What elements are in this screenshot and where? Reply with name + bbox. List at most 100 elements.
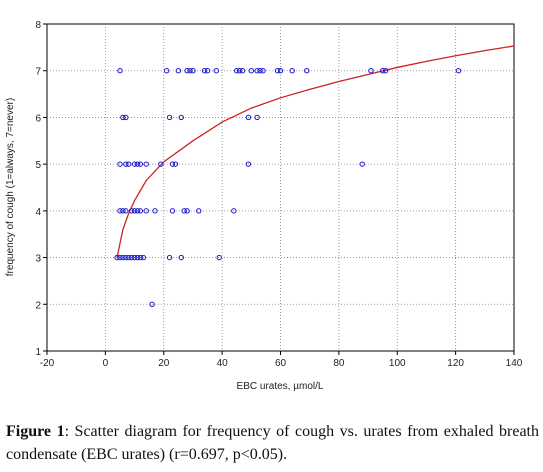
data-point <box>254 114 260 121</box>
data-point <box>368 68 374 74</box>
y-tick-label: 5 <box>35 160 41 171</box>
data-point <box>181 208 187 214</box>
data-point <box>239 68 246 74</box>
x-tick-label: 80 <box>333 358 345 369</box>
data-point <box>277 68 284 74</box>
data-point <box>158 161 164 167</box>
data-point <box>455 68 462 74</box>
data-point <box>117 68 123 74</box>
data-point <box>175 68 182 74</box>
data-point <box>143 208 149 214</box>
data-point <box>382 68 389 74</box>
data-point <box>123 208 129 214</box>
caption-text: : Scatter diagram for frequency of cough… <box>6 423 539 463</box>
data-point <box>120 208 126 214</box>
x-axis-title: EBC urates, µmol/L <box>237 381 324 392</box>
data-point <box>379 68 386 74</box>
data-point <box>137 208 144 214</box>
x-tick-label: 60 <box>275 358 287 369</box>
data-point <box>274 68 281 74</box>
data-point <box>248 68 255 74</box>
data-point <box>166 114 173 121</box>
data-point <box>254 68 260 74</box>
data-point <box>184 208 190 214</box>
data-point <box>184 68 190 74</box>
y-tick-label: 4 <box>35 207 41 218</box>
data-point <box>152 208 158 214</box>
data-point <box>201 68 208 74</box>
data-point <box>149 301 155 307</box>
data-point <box>163 68 170 74</box>
data-point <box>169 161 176 167</box>
y-tick-label: 7 <box>35 67 41 78</box>
data-point <box>123 161 129 167</box>
data-point <box>231 208 237 214</box>
data-point <box>289 68 295 74</box>
data-point <box>131 208 138 214</box>
data-point <box>236 68 243 74</box>
data-points <box>114 68 462 307</box>
x-tick-label: -20 <box>40 358 55 369</box>
data-point <box>126 161 132 167</box>
data-point <box>131 254 138 261</box>
y-tick-label: 1 <box>35 347 41 358</box>
data-point <box>245 161 252 167</box>
data-point <box>126 254 132 261</box>
data-point <box>187 68 193 74</box>
data-point <box>137 254 144 261</box>
data-point <box>123 254 129 261</box>
x-tick-label: 40 <box>217 358 229 369</box>
data-point <box>260 68 266 74</box>
scatter-chart: -20 0 20 40 60 80 100 120 140 1 2 3 4 5 6 7 8 EBC urate… <box>5 20 523 392</box>
chart-figure: -20 0 20 40 60 80 100 120 140 1 2 3 4 5 6 7 8 EBC urate… <box>5 20 523 392</box>
data-point <box>143 161 149 167</box>
data-point <box>178 114 184 121</box>
data-point <box>128 208 135 214</box>
data-point <box>245 114 252 121</box>
grid-lines <box>47 24 514 351</box>
y-tick-label: 2 <box>35 300 41 311</box>
y-tick-label: 6 <box>35 113 41 124</box>
x-tick-label: 140 <box>506 358 523 369</box>
x-tick-labels: -20 0 20 40 60 80 100 120 140 <box>40 351 523 369</box>
data-point <box>131 161 138 167</box>
data-point <box>128 254 135 261</box>
x-tick-label: 120 <box>447 358 464 369</box>
data-point <box>234 68 240 74</box>
data-point <box>190 68 196 74</box>
data-point <box>120 254 126 261</box>
data-point <box>117 161 123 167</box>
data-point <box>166 254 173 261</box>
figure-caption: Figure 1: Scatter diagram for frequency … <box>6 420 539 466</box>
data-point <box>134 161 141 167</box>
y-axis-title: frequency of cough (1=always, 7=never) <box>5 98 16 276</box>
data-point <box>257 68 263 74</box>
data-point <box>169 208 176 214</box>
caption-label: Figure 1 <box>6 423 65 440</box>
data-point <box>216 254 222 261</box>
data-point <box>178 254 184 261</box>
data-point <box>134 208 141 214</box>
x-tick-label: 0 <box>103 358 109 369</box>
data-point <box>213 68 219 74</box>
data-point <box>359 161 365 167</box>
y-tick-label: 8 <box>35 20 41 31</box>
data-point <box>172 161 179 167</box>
fit-curve <box>116 45 515 258</box>
y-tick-labels: 1 2 3 4 5 6 7 8 <box>35 20 47 358</box>
data-point <box>196 208 202 214</box>
data-point <box>117 254 123 261</box>
y-tick-label: 3 <box>35 254 41 265</box>
x-tick-label: 100 <box>389 358 406 369</box>
data-point <box>304 68 310 74</box>
data-point <box>123 114 129 121</box>
data-point <box>114 254 120 261</box>
data-point <box>120 114 126 121</box>
data-point <box>204 68 211 74</box>
data-point <box>117 208 123 214</box>
data-point <box>140 254 147 261</box>
x-tick-label: 20 <box>158 358 170 369</box>
data-point <box>134 254 141 261</box>
fit-curve-group <box>116 45 515 258</box>
data-point <box>137 161 144 167</box>
